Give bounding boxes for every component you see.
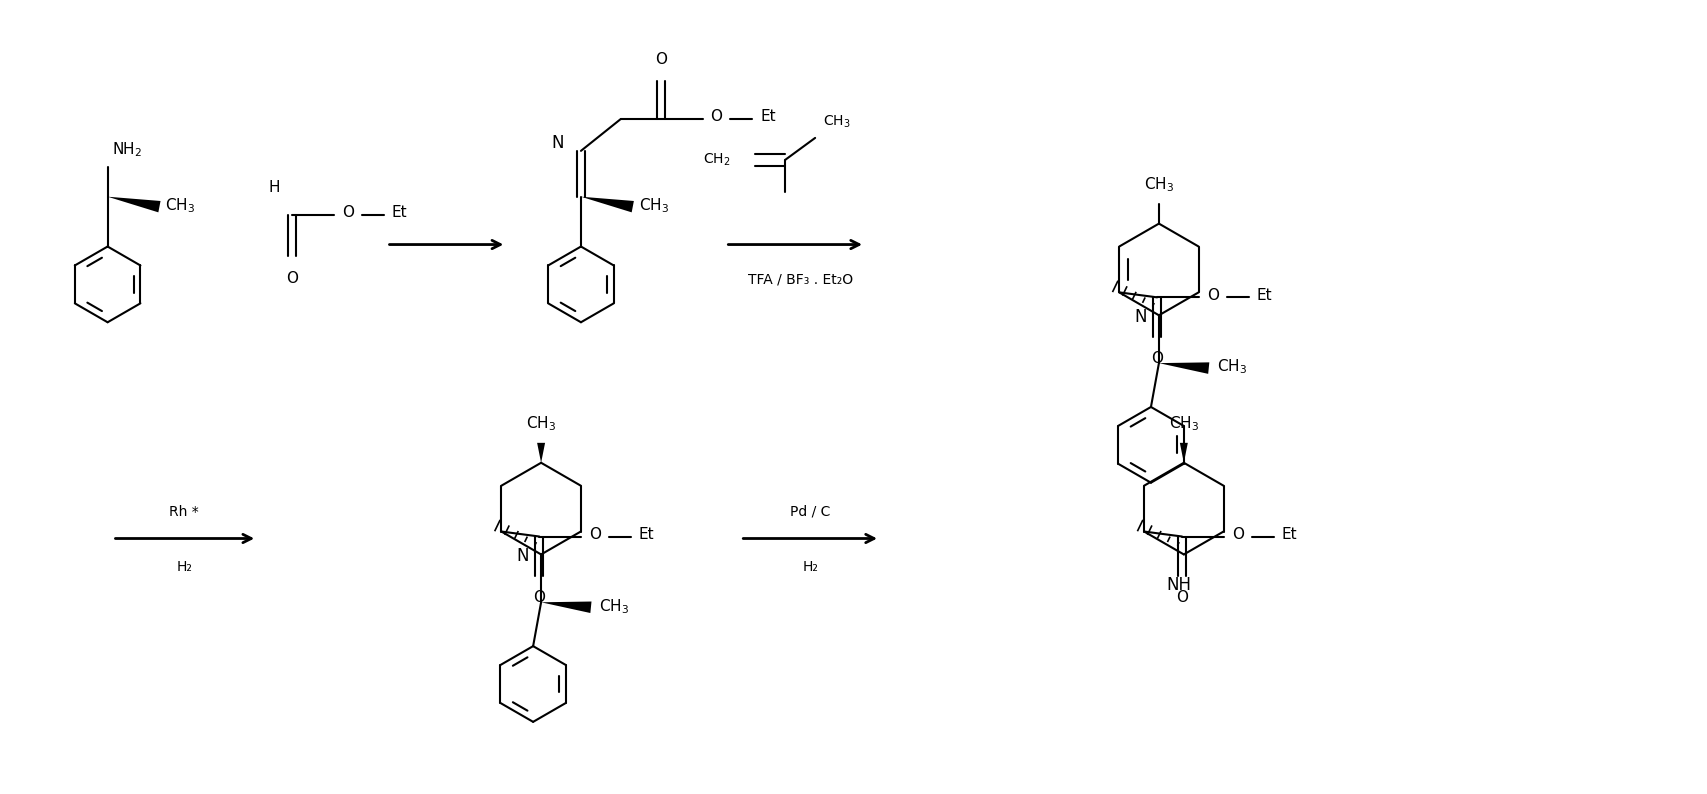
Text: Pd / C: Pd / C	[790, 504, 830, 518]
Text: CH$_3$: CH$_3$	[166, 196, 195, 215]
Text: O: O	[533, 590, 545, 605]
Text: CH$_3$: CH$_3$	[1144, 175, 1173, 194]
Text: Rh *: Rh *	[169, 504, 200, 518]
Text: O: O	[341, 205, 353, 220]
Text: CH$_3$: CH$_3$	[823, 114, 850, 130]
Text: Et: Et	[391, 205, 406, 220]
Text: O: O	[1151, 351, 1162, 366]
Text: H₂: H₂	[802, 561, 818, 574]
Polygon shape	[1159, 362, 1209, 374]
Text: CH$_3$: CH$_3$	[1168, 414, 1198, 433]
Text: TFA / BF₃ . Et₂O: TFA / BF₃ . Et₂O	[748, 272, 852, 287]
Text: CH$_3$: CH$_3$	[599, 597, 628, 615]
Text: Et: Et	[1280, 527, 1297, 542]
Text: Et: Et	[638, 527, 654, 542]
Text: CH$_3$: CH$_3$	[638, 196, 669, 215]
Text: Et: Et	[760, 110, 775, 125]
Text: CH$_3$: CH$_3$	[1215, 358, 1246, 376]
Text: O: O	[1207, 288, 1219, 303]
Text: O: O	[589, 527, 601, 542]
Text: CH$_2$: CH$_2$	[703, 152, 731, 168]
Text: Et: Et	[1256, 288, 1272, 303]
Polygon shape	[536, 443, 545, 463]
Text: N: N	[1133, 308, 1147, 326]
Polygon shape	[541, 602, 591, 613]
Text: NH$_2$: NH$_2$	[111, 140, 142, 159]
Polygon shape	[1180, 443, 1186, 463]
Text: H₂: H₂	[176, 561, 193, 574]
Text: O: O	[1231, 527, 1243, 542]
Text: O: O	[654, 52, 666, 67]
Text: N: N	[516, 547, 529, 565]
Text: CH$_3$: CH$_3$	[526, 414, 556, 433]
Text: O: O	[710, 110, 722, 125]
Text: O: O	[1176, 590, 1188, 605]
Polygon shape	[580, 197, 633, 212]
Text: N: N	[551, 134, 563, 152]
Text: NH: NH	[1166, 576, 1191, 595]
Text: H: H	[268, 179, 280, 195]
Polygon shape	[108, 197, 160, 212]
Text: O: O	[285, 272, 297, 287]
